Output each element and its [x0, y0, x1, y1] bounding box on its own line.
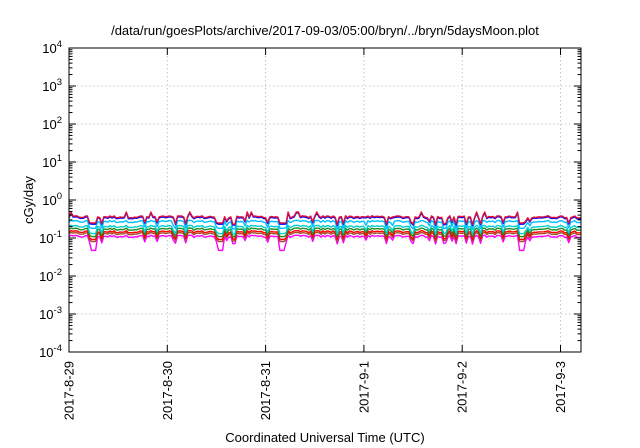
- series-line: [68, 234, 581, 252]
- y-tick-label: 104: [42, 39, 62, 56]
- series-line: [68, 224, 581, 235]
- y-tick-label: 10-3: [39, 305, 62, 322]
- x-tick-label: 2017-8-30: [160, 361, 175, 420]
- series-lines: [68, 211, 581, 252]
- x-tick-label: 2017-8-31: [258, 361, 273, 420]
- x-tick-label: 2017-9-3: [553, 361, 568, 413]
- y-tick-label: 102: [42, 115, 62, 132]
- x-tick-label: 2017-9-2: [455, 361, 470, 413]
- chart-title: /data/run/goesPlots/archive/2017-09-03/0…: [111, 23, 539, 38]
- x-tick-label: 2017-8-29: [62, 361, 77, 420]
- series-line: [68, 231, 581, 243]
- y-tick-label: 101: [42, 153, 62, 170]
- series-line: [68, 219, 581, 231]
- series-line: [68, 211, 581, 226]
- y-axis-label: cGy/day: [21, 176, 36, 224]
- y-tick-label: 10-1: [39, 229, 62, 246]
- x-tick-label: 2017-9-1: [356, 361, 371, 413]
- y-tick-label: 100: [42, 191, 62, 208]
- series-line: [68, 227, 581, 238]
- x-axis-label: Coordinated Universal Time (UTC): [225, 430, 424, 445]
- y-axis-ticks: 10-4 10-3 10-2 10-1 100 101 102 103 104: [39, 39, 581, 360]
- x-axis-ticks: 2017-8-29 2017-8-30 2017-8-31 2017-9-1 2017-…: [62, 48, 568, 420]
- y-tick-label: 103: [42, 77, 62, 94]
- y-tick-label: 10-2: [39, 267, 62, 284]
- y-tick-label: 10-4: [39, 343, 62, 360]
- series-line: [68, 229, 581, 241]
- grid-lines: [69, 48, 581, 352]
